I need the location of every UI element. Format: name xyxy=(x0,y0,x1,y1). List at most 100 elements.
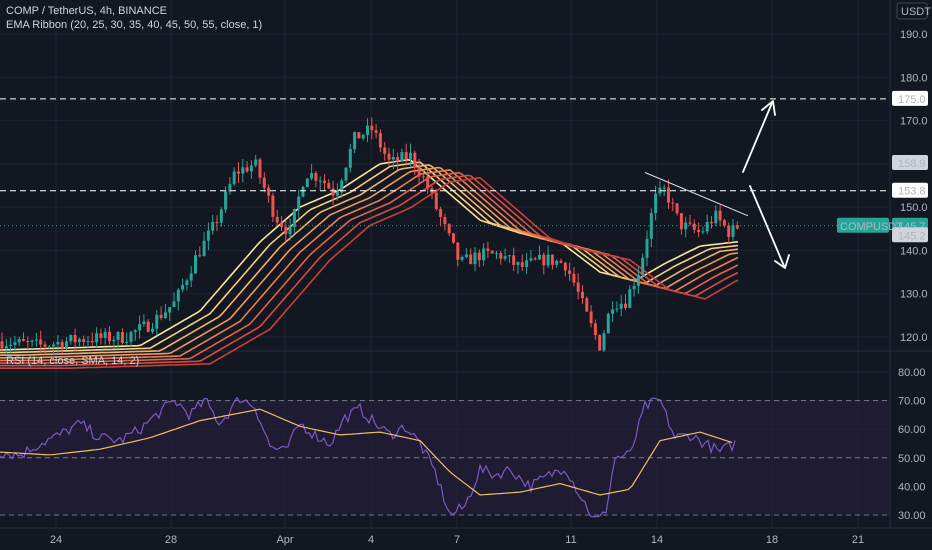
candle-up[interactable] xyxy=(602,333,606,351)
candle-down[interactable] xyxy=(237,171,240,174)
candle-up[interactable] xyxy=(525,260,529,267)
candle-up[interactable] xyxy=(391,157,395,160)
candle-down[interactable] xyxy=(671,202,675,204)
candle-up[interactable] xyxy=(181,285,185,290)
candle-down[interactable] xyxy=(512,255,516,265)
candle-down[interactable] xyxy=(550,254,554,265)
candle-down[interactable] xyxy=(443,217,447,225)
candle-up[interactable] xyxy=(232,171,236,185)
candle-up[interactable] xyxy=(219,209,223,223)
candle-up[interactable] xyxy=(17,339,21,343)
candle-up[interactable] xyxy=(95,333,99,343)
candle-up[interactable] xyxy=(176,289,180,302)
candle-down[interactable] xyxy=(688,222,692,224)
candle-up[interactable] xyxy=(516,262,520,265)
candle-down[interactable] xyxy=(499,253,503,259)
candle-down[interactable] xyxy=(563,262,567,271)
candle-up[interactable] xyxy=(714,210,718,224)
candle-up[interactable] xyxy=(400,152,404,162)
candle-up[interactable] xyxy=(116,332,120,340)
candle-up[interactable] xyxy=(538,254,541,260)
candle-up[interactable] xyxy=(129,332,133,342)
candle-up[interactable] xyxy=(366,125,369,135)
chart-title[interactable]: COMP / TetherUS, 4h, BINANCE xyxy=(6,5,167,17)
candle-down[interactable] xyxy=(710,221,713,224)
candle-up[interactable] xyxy=(645,238,649,258)
candle-down[interactable] xyxy=(624,303,627,308)
candle-down[interactable] xyxy=(490,250,494,254)
candle-up[interactable] xyxy=(641,257,645,275)
candle-up[interactable] xyxy=(13,342,17,345)
candle-down[interactable] xyxy=(469,254,473,265)
candle-up[interactable] xyxy=(615,308,619,310)
candle-up[interactable] xyxy=(318,180,322,182)
candle-down[interactable] xyxy=(267,187,271,196)
candle-up[interactable] xyxy=(348,149,352,168)
candle-down[interactable] xyxy=(82,339,86,342)
candle-up[interactable] xyxy=(206,230,210,241)
candle-down[interactable] xyxy=(262,177,266,188)
candle-up[interactable] xyxy=(636,274,640,286)
arrow-down-shaft[interactable] xyxy=(749,185,785,267)
candle-down[interactable] xyxy=(413,152,417,168)
candle-up[interactable] xyxy=(69,334,73,342)
candle-down[interactable] xyxy=(576,282,580,292)
candle-up[interactable] xyxy=(701,231,705,233)
candle-up[interactable] xyxy=(241,167,245,174)
candle-up[interactable] xyxy=(529,258,533,261)
ema-ribbon-legend[interactable]: EMA Ribbon (20, 25, 30, 35, 40, 45, 50, … xyxy=(6,19,263,31)
candle-up[interactable] xyxy=(611,309,615,314)
candle-down[interactable] xyxy=(327,183,331,189)
candle-up[interactable] xyxy=(507,255,511,257)
candle-down[interactable] xyxy=(439,208,443,218)
candle-down[interactable] xyxy=(542,254,546,266)
candle-down[interactable] xyxy=(383,147,387,154)
candle-up[interactable] xyxy=(249,165,253,172)
candle-down[interactable] xyxy=(735,225,739,229)
candle-down[interactable] xyxy=(271,195,275,217)
candle-down[interactable] xyxy=(284,226,288,235)
candle-up[interactable] xyxy=(361,134,365,139)
rsi-legend[interactable]: RSI (14, close, SMA, 14, 2) xyxy=(6,355,140,367)
candle-down[interactable] xyxy=(26,340,30,342)
time-axis[interactable]: 24 28 Apr 4 7 11 14 18 21 xyxy=(50,534,864,546)
candle-up[interactable] xyxy=(731,225,735,237)
candle-down[interactable] xyxy=(159,314,163,319)
candle-up[interactable] xyxy=(482,248,486,261)
candle-up[interactable] xyxy=(194,255,197,274)
candle-up[interactable] xyxy=(473,252,477,265)
candle-down[interactable] xyxy=(60,341,64,349)
candle-down[interactable] xyxy=(215,222,219,224)
candle-up[interactable] xyxy=(211,222,215,231)
candle-down[interactable] xyxy=(572,273,576,283)
candle-down[interactable] xyxy=(43,344,47,347)
candle-up[interactable] xyxy=(65,341,68,349)
candle-up[interactable] xyxy=(86,341,90,343)
candle-down[interactable] xyxy=(387,153,391,160)
candle-up[interactable] xyxy=(546,254,550,266)
candle-up[interactable] xyxy=(151,328,154,332)
trend-line[interactable] xyxy=(644,172,749,217)
candle-down[interactable] xyxy=(378,132,382,148)
candle-up[interactable] xyxy=(77,339,81,343)
candle-up[interactable] xyxy=(301,187,305,197)
candle-up[interactable] xyxy=(619,303,623,309)
candle-down[interactable] xyxy=(533,258,537,260)
candle-up[interactable] xyxy=(228,184,232,192)
candle-down[interactable] xyxy=(404,152,408,160)
candle-up[interactable] xyxy=(353,132,357,150)
candle-up[interactable] xyxy=(649,213,653,239)
candle-up[interactable] xyxy=(103,331,107,338)
candle-down[interactable] xyxy=(396,157,400,162)
candle-up[interactable] xyxy=(224,191,228,210)
candle-down[interactable] xyxy=(22,339,25,341)
candle-down[interactable] xyxy=(434,192,438,209)
candle-down[interactable] xyxy=(598,335,602,351)
candle-up[interactable] xyxy=(310,172,314,179)
candle-down[interactable] xyxy=(245,167,249,172)
candle-down[interactable] xyxy=(0,341,4,349)
candle-up[interactable] xyxy=(4,346,8,349)
candle-up[interactable] xyxy=(125,341,129,343)
candle-up[interactable] xyxy=(305,178,309,188)
